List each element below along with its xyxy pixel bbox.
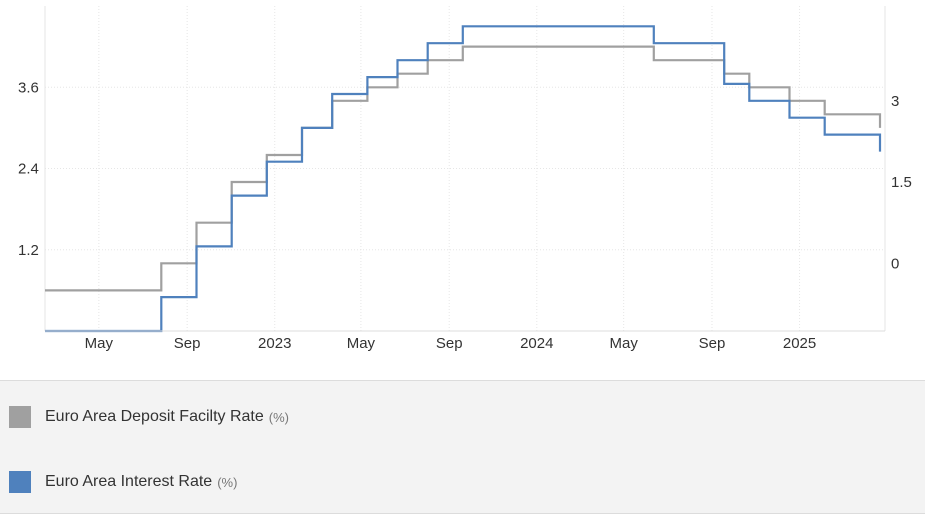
x-tick-label: May [609, 335, 638, 352]
x-tick-label: May [347, 335, 376, 352]
left-y-tick-label: 1.2 [18, 242, 39, 259]
legend-item-deposit-facility-rate[interactable]: Euro Area Deposit Facilty Rate (%) [9, 405, 289, 429]
chart-canvas: May Sep 2023 May Sep 2024 May Sep 2025 1.2 2.4 3.6 0… [18, 6, 912, 352]
left-y-tick-label: 2.4 [18, 161, 39, 178]
left-y-tick-label: 3.6 [18, 79, 39, 96]
legend-label-interest-rate: Euro Area Interest Rate [45, 473, 213, 490]
legend-swatch-deposit-facility-rate [9, 406, 31, 428]
legend: Euro Area Deposit Facilty Rate (%) Euro … [0, 380, 925, 514]
interest-rate-line [45, 25, 882, 333]
x-tick-label: 2023 [258, 335, 291, 352]
chart-area: May Sep 2023 May Sep 2024 May Sep 2025 1.2 2.4 3.6 0… [18, 6, 912, 352]
right-y-tick-label: 0 [891, 255, 899, 272]
legend-swatch-interest-rate [9, 471, 31, 493]
series-layer [45, 25, 882, 333]
legend-unit-deposit-facility-rate: (%) [268, 409, 289, 425]
x-tick-label: Sep [699, 335, 726, 352]
right-y-tick-label: 1.5 [891, 174, 912, 191]
x-tick-label: Sep [174, 335, 201, 352]
legend-label-deposit-facility-rate: Euro Area Deposit Facilty Rate [45, 408, 264, 425]
x-tick-label: May [85, 335, 114, 352]
axes: May Sep 2023 May Sep 2024 May Sep 2025 1.2 2.4 3.6 0… [18, 79, 912, 352]
legend-unit-interest-rate: (%) [217, 474, 238, 490]
x-tick-label: Sep [436, 335, 463, 352]
right-y-tick-label: 3 [891, 93, 899, 110]
gridlines [44, 6, 886, 331]
legend-item-interest-rate[interactable]: Euro Area Interest Rate (%) [9, 470, 237, 494]
x-tick-label: 2025 [783, 335, 816, 352]
x-tick-label: 2024 [520, 335, 553, 352]
